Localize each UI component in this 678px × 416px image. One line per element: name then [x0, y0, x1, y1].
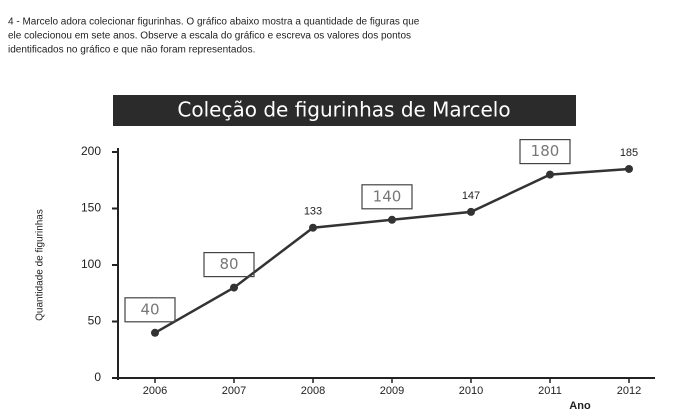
chart-title: Coleção de figurinhas de Marcelo: [177, 98, 510, 122]
label-box: [361, 184, 413, 210]
data-label: 80: [219, 255, 238, 273]
y-tick-label: 0: [94, 370, 101, 384]
y-tick-label: 100: [81, 257, 101, 271]
y-tick-label: 150: [81, 201, 101, 215]
question-line: ele colecionou em sete anos. Observe a e…: [8, 31, 411, 42]
title-box: [113, 95, 576, 126]
x-axis-label: Ano: [569, 400, 591, 412]
data-point: [388, 215, 396, 224]
x-tick-label: 2009: [380, 385, 404, 397]
label-box: [519, 139, 571, 165]
question-line: identificados no gráfico e que não foram…: [8, 45, 255, 56]
data-label: 133: [304, 206, 322, 218]
x-tick-label: 2012: [617, 385, 641, 397]
x-tick-label: 2007: [222, 385, 246, 397]
x-tick-label: 2006: [143, 385, 167, 397]
data-label: 180: [531, 142, 560, 160]
x-tick-label: 2011: [538, 385, 562, 397]
x-tick-label: 2008: [301, 385, 325, 397]
data-point: [151, 328, 159, 337]
data-point: [230, 283, 238, 292]
label-box: [124, 297, 176, 323]
data-point: [309, 223, 317, 232]
data-point: [467, 207, 475, 216]
data-label: 140: [373, 187, 402, 205]
data-label: 185: [620, 147, 638, 159]
y-axis-label: Quantidade de figurinhas: [35, 209, 46, 321]
data-point: [546, 170, 554, 179]
data-point: [625, 164, 633, 173]
data-label: 147: [462, 190, 480, 202]
x-tick-label: 2010: [459, 385, 483, 397]
y-tick-label: 200: [81, 144, 101, 158]
label-box: [203, 252, 255, 278]
question-line: 4 - Marcelo adora colecionar figurinhas.…: [8, 17, 420, 28]
y-tick-label: 50: [88, 314, 102, 328]
data-label: 40: [140, 300, 159, 318]
